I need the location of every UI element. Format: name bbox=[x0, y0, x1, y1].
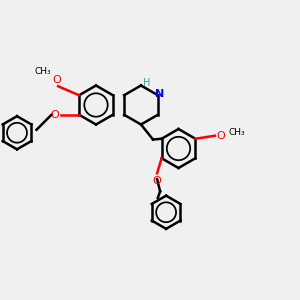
Text: CH₃: CH₃ bbox=[35, 67, 51, 76]
Text: O: O bbox=[216, 131, 225, 141]
Text: O: O bbox=[51, 110, 60, 120]
Text: N: N bbox=[155, 89, 164, 99]
Text: O: O bbox=[52, 75, 61, 85]
Text: H: H bbox=[143, 77, 151, 88]
Text: O: O bbox=[153, 176, 161, 186]
Text: CH₃: CH₃ bbox=[228, 128, 245, 137]
